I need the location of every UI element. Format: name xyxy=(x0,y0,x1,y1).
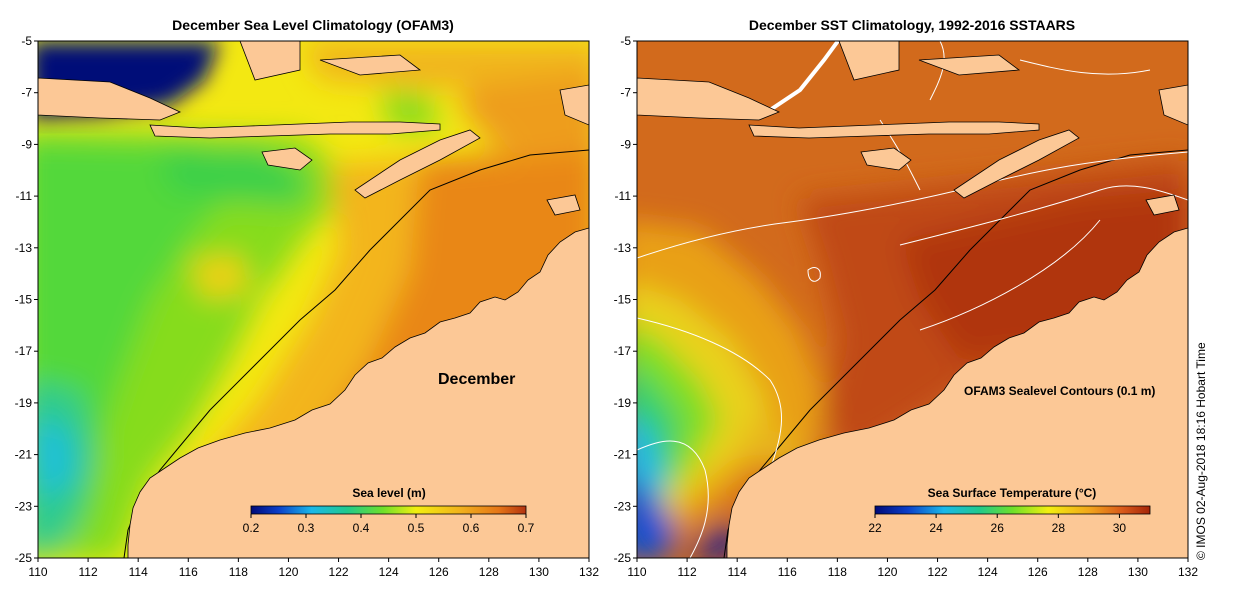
sst-colorbar-tick-label: 22 xyxy=(868,521,882,535)
sea-level-colorbar-ticks: 0.2 0.3 0.4 0.5 0.6 0.7 xyxy=(243,514,535,535)
sea-level-title: December Sea Level Climatology (OFAM3) xyxy=(172,17,454,33)
sst-ytick-label: -13 xyxy=(614,241,632,255)
sst-xtick-label: 130 xyxy=(1128,565,1148,579)
sea-level-xtick-label: 128 xyxy=(479,565,499,579)
sea-level-xtick-label: 132 xyxy=(579,565,599,579)
sea-level-xtick-label: 112 xyxy=(79,565,98,579)
sst-xtick-label: 124 xyxy=(978,565,998,579)
sea-level-colorbar-tick-label: 0.3 xyxy=(298,521,315,535)
sea-level-xtick-label: 118 xyxy=(229,565,248,579)
sea-level-colorbar-tick-label: 0.7 xyxy=(518,521,535,535)
imos-credit: © IMOS 02-Aug-2018 18:16 Hobart Time xyxy=(1194,342,1208,560)
sst-colorbar-label: Sea Surface Temperature (°C) xyxy=(928,486,1097,500)
sst-xtick-label: 116 xyxy=(778,565,797,579)
sst-ytick-label: -19 xyxy=(614,396,632,410)
sst-ytick-label: -23 xyxy=(614,499,632,513)
sst-ytick-label: -11 xyxy=(615,189,632,203)
sst-colorbar-tick-label: 24 xyxy=(929,521,943,535)
sea-level-colorbar-tick-label: 0.4 xyxy=(353,521,370,535)
sst-xtick-label: 118 xyxy=(828,565,847,579)
sst-colorbar-tick-label: 26 xyxy=(991,521,1005,535)
sst-ytick-label: -17 xyxy=(614,344,632,358)
sst-xtick-label: 128 xyxy=(1078,565,1098,579)
sst-xtick-label: 110 xyxy=(627,565,646,579)
sea-level-colorbar-tick-label: 0.5 xyxy=(408,521,425,535)
sea-level-colorbar-tick-label: 0.2 xyxy=(243,521,260,535)
sst-axes: 110 112 114 116 118 120 122 124 126 128 130 132 -5 -7… xyxy=(614,34,1199,579)
sea-level-ytick-label: -13 xyxy=(15,241,33,255)
sea-level-colorbar xyxy=(250,505,527,515)
sst-ytick-label: -7 xyxy=(620,86,631,100)
sst-colorbar-tick-label: 30 xyxy=(1113,521,1127,535)
sst-ytick-label: -15 xyxy=(614,293,632,307)
sst-xtick-label: 114 xyxy=(728,565,747,579)
sst-ytick-label: -25 xyxy=(614,551,632,565)
sea-level-colorbar-tick-label: 0.6 xyxy=(463,521,480,535)
sst-colorbar xyxy=(874,505,1151,515)
month-annotation: December xyxy=(438,371,515,388)
sea-level-xtick-label: 116 xyxy=(179,565,198,579)
sea-level-ytick-label: -7 xyxy=(21,86,32,100)
contour-annotation: OFAM3 Sealevel Contours (0.1 m) xyxy=(964,384,1155,398)
sea-level-xtick-label: 124 xyxy=(379,565,399,579)
sst-xtick-label: 122 xyxy=(928,565,948,579)
sea-level-ytick-label: -19 xyxy=(15,396,33,410)
sst-xtick-label: 120 xyxy=(877,565,897,579)
sea-level-ytick-label: -11 xyxy=(16,189,33,203)
sea-level-axes: 110 112 114 116 118 120 122 124 126 128 130 132 -5 -7… xyxy=(15,34,600,579)
sea-level-xtick-label: 120 xyxy=(278,565,298,579)
sst-ytick-label: -9 xyxy=(620,137,631,151)
sea-level-xtick-label: 122 xyxy=(329,565,349,579)
sea-level-ytick-label: -5 xyxy=(21,34,32,48)
sst-ytick-label: -21 xyxy=(614,448,632,462)
sea-level-xtick-label: 110 xyxy=(28,565,47,579)
sea-level-xtick-label: 114 xyxy=(129,565,148,579)
sea-level-ytick-label: -23 xyxy=(15,499,33,513)
sea-level-ytick-label: -15 xyxy=(15,293,33,307)
sea-level-xtick-label: 126 xyxy=(429,565,449,579)
sea-level-ytick-label: -25 xyxy=(15,551,33,565)
sst-xtick-label: 132 xyxy=(1178,565,1198,579)
sst-colorbar-tick-label: 28 xyxy=(1052,521,1066,535)
sst-xtick-label: 126 xyxy=(1028,565,1048,579)
sea-level-ytick-label: -9 xyxy=(21,137,32,151)
sea-level-map xyxy=(38,41,589,558)
sst-xtick-label: 112 xyxy=(678,565,697,579)
sea-level-ytick-label: -21 xyxy=(15,448,33,462)
sst-colorbar-ticks: 22 24 26 28 30 xyxy=(868,514,1126,535)
sea-level-colorbar-label: Sea level (m) xyxy=(352,486,425,500)
sst-ytick-label: -5 xyxy=(620,34,631,48)
sea-level-xtick-label: 130 xyxy=(529,565,549,579)
sea-level-ytick-label: -17 xyxy=(15,344,33,358)
sst-map xyxy=(637,41,1188,558)
sst-title: December SST Climatology, 1992-2016 SSTA… xyxy=(749,17,1075,33)
